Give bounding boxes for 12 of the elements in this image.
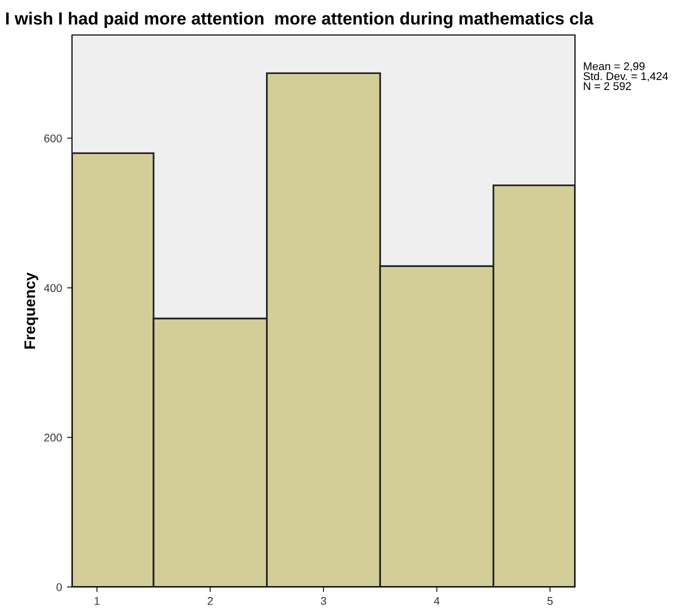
x-tick-label: 3	[320, 597, 326, 605]
x-tick-label: 5	[547, 597, 553, 605]
y-tick-label: 400	[44, 284, 62, 292]
text: Mean = 2,99 Std. Dev. = 1,424 N = 2 592	[584, 62, 668, 90]
x-tick-label: 2	[208, 597, 213, 605]
x-tick-label: 1	[94, 597, 100, 605]
y-tick-label: 200	[44, 434, 62, 442]
chart-title: I wish I had paid more attention more attention during mathematics cla	[6, 12, 594, 28]
y-tick-label: 600	[44, 134, 62, 142]
y-axis-title: Frequency	[24, 272, 38, 349]
x-tick-label: 4	[434, 597, 440, 605]
y-tick-label: 0	[56, 583, 62, 592]
